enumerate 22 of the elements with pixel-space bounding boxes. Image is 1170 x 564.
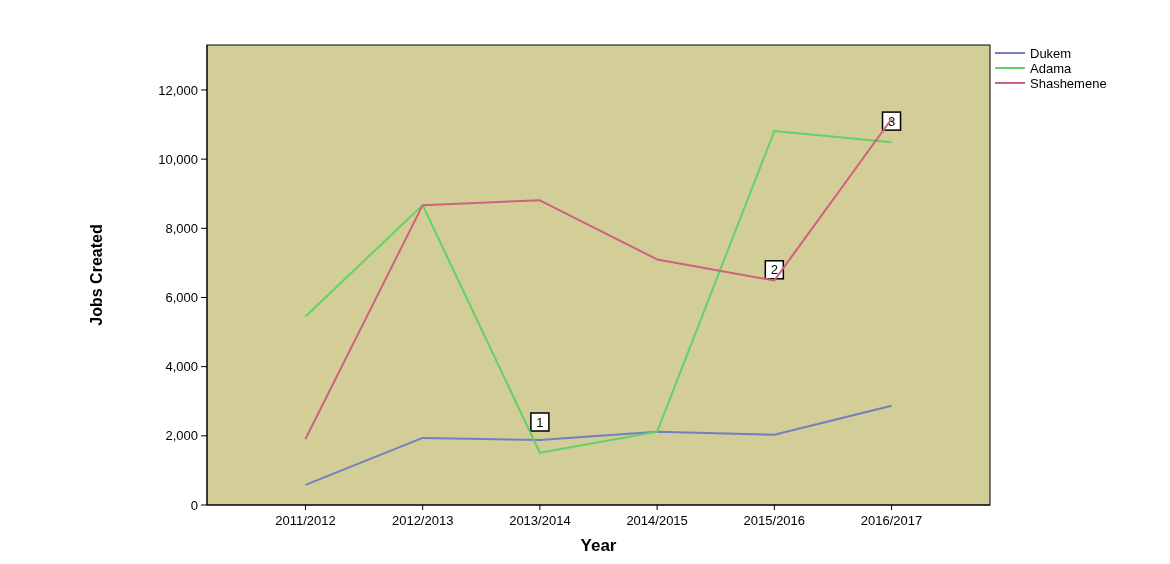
line-series [304, 404, 893, 486]
legend-label: Dukem [1030, 45, 1072, 61]
y-tick-label: 10,000 [158, 151, 198, 167]
y-tick-label: 2,000 [165, 428, 198, 444]
annotation: 3 [887, 113, 896, 129]
annotation: 1 [536, 414, 544, 430]
x-tick-label: 2011/2012 [275, 513, 336, 528]
x-tick-label: 2014/2015 [626, 513, 688, 528]
legend-label: Shashemene [1030, 75, 1107, 91]
y-tick-label: 6,000 [165, 290, 198, 306]
x-tick-label: 2013/2014 [509, 513, 571, 528]
legend-label: Adama [1030, 60, 1072, 76]
y-tick-label: 12,000 [158, 82, 198, 98]
y-tick-label: 4,000 [165, 359, 198, 375]
y-tick-label: 8,000 [165, 220, 198, 236]
y-axis-title: Jobs Created [88, 224, 105, 326]
annotation: 2 [770, 262, 778, 278]
x-tick-label: 2016/2017 [860, 513, 923, 528]
x-axis-title: Year [580, 536, 617, 555]
x-tick-label: 2012/2013 [391, 513, 454, 528]
y-tick-label: 0 [190, 497, 198, 513]
x-tick-label: 2015/2016 [743, 513, 806, 528]
